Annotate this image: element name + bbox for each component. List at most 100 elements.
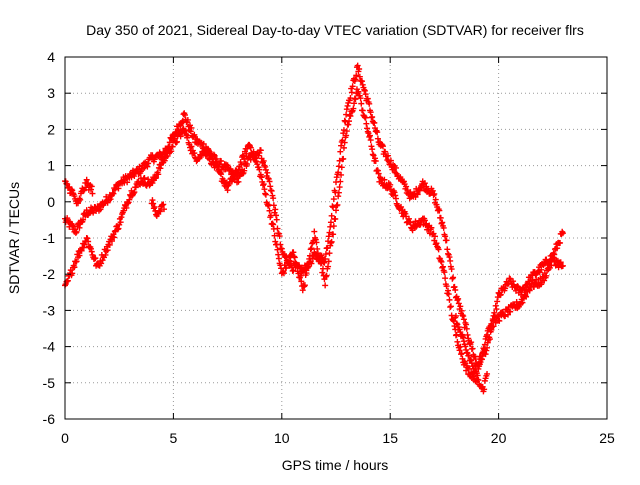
data-point-marker: [343, 106, 350, 113]
series-track-a: [62, 62, 566, 369]
data-point-marker: [368, 143, 375, 150]
data-point-marker: [413, 223, 420, 230]
data-point-marker: [307, 246, 314, 253]
data-point-marker: [453, 331, 460, 338]
data-point-marker: [250, 148, 257, 155]
data-point-marker: [358, 100, 365, 107]
data-point-marker: [437, 257, 444, 264]
data-point-marker: [69, 270, 76, 277]
data-point-marker: [369, 151, 376, 158]
data-point-marker: [237, 159, 244, 166]
data-point-marker: [273, 241, 280, 248]
data-point-marker: [549, 255, 556, 262]
data-point-marker: [328, 212, 335, 219]
data-point-marker: [474, 372, 481, 379]
data-point-marker: [264, 169, 271, 176]
data-point-marker: [305, 260, 312, 267]
data-point-marker: [364, 95, 371, 102]
data-point-marker: [297, 272, 304, 279]
data-point-marker: [73, 258, 80, 265]
data-point-marker: [369, 146, 376, 153]
data-point-marker: [247, 144, 254, 151]
data-point-marker: [431, 190, 438, 197]
data-point-marker: [303, 270, 310, 277]
data-point-marker: [164, 152, 171, 159]
y-tick-label: 1: [47, 158, 55, 174]
data-point-marker: [369, 113, 376, 120]
data-point-marker: [115, 225, 122, 232]
data-point-marker: [445, 291, 452, 298]
data-point-marker: [325, 263, 332, 270]
data-point-marker: [117, 219, 124, 226]
data-point-marker: [128, 174, 135, 181]
data-point-marker: [102, 251, 109, 258]
data-point-marker: [430, 192, 437, 199]
data-point-marker: [71, 264, 78, 271]
data-point-marker: [423, 183, 430, 190]
data-point-marker: [285, 260, 292, 267]
data-point-marker: [347, 113, 354, 120]
data-point-marker: [254, 161, 261, 168]
data-point-marker: [261, 186, 268, 193]
data-point-marker: [492, 302, 499, 309]
data-point-marker: [467, 356, 474, 363]
data-point-marker: [169, 143, 176, 150]
data-point-marker: [262, 191, 269, 198]
data-point-marker: [374, 167, 381, 174]
data-point-marker: [325, 233, 332, 240]
data-point-marker: [381, 176, 388, 183]
data-point-marker: [123, 204, 130, 211]
data-point-marker: [440, 224, 447, 231]
data-point-marker: [260, 182, 267, 189]
data-point-marker: [457, 303, 464, 310]
data-point-marker: [447, 303, 454, 310]
y-tick-label: -2: [43, 266, 56, 282]
data-point-marker: [283, 264, 290, 271]
data-point-marker: [273, 212, 280, 219]
data-point-marker: [149, 197, 156, 204]
data-point-marker: [72, 229, 79, 236]
data-point-marker: [110, 190, 117, 197]
data-point-marker: [333, 202, 340, 209]
data-point-marker: [145, 160, 152, 167]
data-point-marker: [469, 345, 476, 352]
data-point-marker: [432, 196, 439, 203]
data-point-marker: [327, 223, 334, 230]
data-point-marker: [301, 283, 308, 290]
data-point-marker: [191, 131, 198, 138]
series-track-b: [62, 86, 566, 385]
data-point-marker: [184, 132, 191, 139]
x-tick-label: 0: [61, 430, 69, 446]
data-point-marker: [306, 259, 313, 266]
data-point-marker: [439, 219, 446, 226]
data-point-marker: [445, 287, 452, 294]
data-point-marker: [416, 187, 423, 194]
data-point-marker: [188, 124, 195, 131]
data-point-marker: [272, 206, 279, 213]
data-point-marker: [337, 178, 344, 185]
data-point-marker: [308, 245, 315, 252]
data-point-marker: [200, 140, 207, 147]
data-point-marker: [352, 76, 359, 83]
data-point-marker: [124, 179, 131, 186]
data-point-marker: [85, 238, 92, 245]
data-point-marker: [550, 254, 557, 261]
data-point-marker: [362, 114, 369, 121]
data-point-marker: [432, 233, 439, 240]
data-point-marker: [366, 132, 373, 139]
data-point-marker: [118, 214, 125, 221]
data-point-marker: [464, 331, 471, 338]
data-point-marker: [88, 186, 95, 193]
data-point-marker: [502, 285, 509, 292]
data-point-marker: [340, 155, 347, 162]
data-point-marker: [327, 242, 334, 249]
data-point-marker: [286, 257, 293, 264]
data-point-marker: [126, 196, 133, 203]
data-point-marker: [258, 174, 265, 181]
data-point-marker: [335, 193, 342, 200]
data-point-marker: [557, 239, 564, 246]
data-point-marker: [446, 254, 453, 261]
data-point-marker: [278, 245, 285, 252]
data-point-marker: [359, 81, 366, 88]
